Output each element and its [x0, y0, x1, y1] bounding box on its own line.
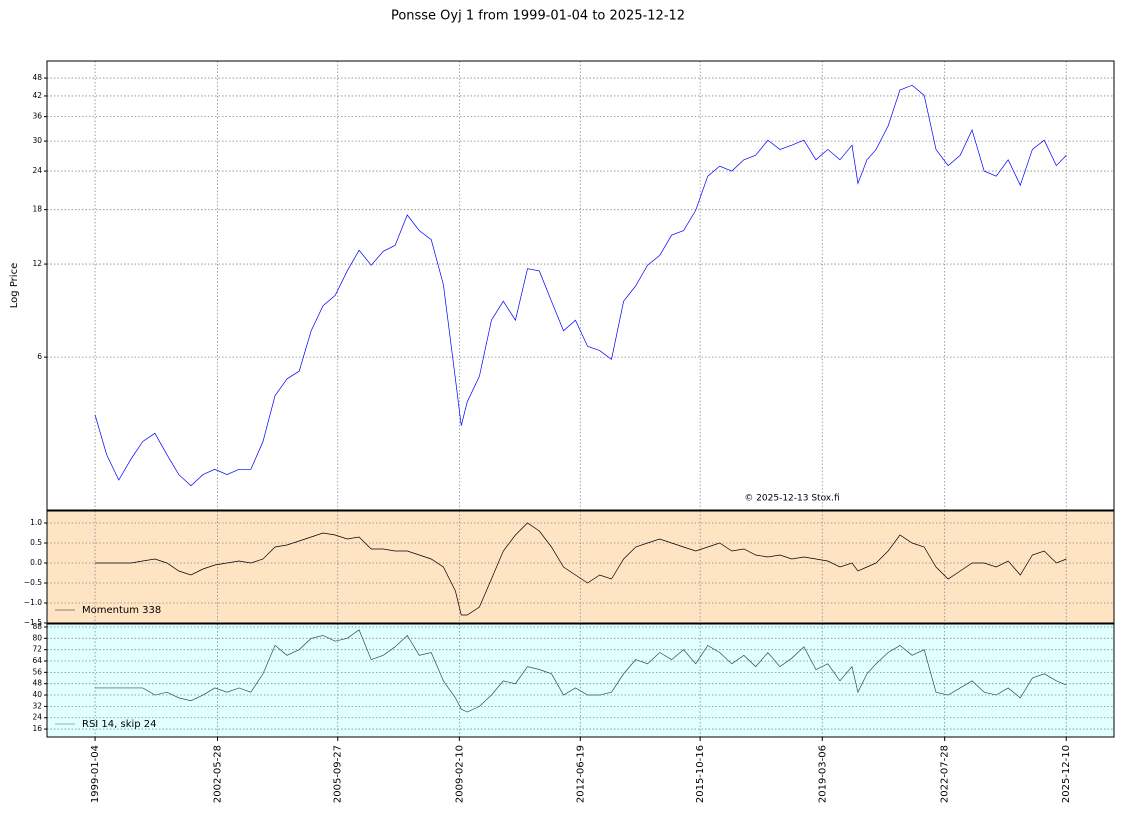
- y-tick-label: 80: [32, 633, 42, 642]
- chart-title: Ponsse Oyj 1 from 1999-01-04 to 2025-12-…: [391, 9, 685, 24]
- y-tick-label: 56: [32, 667, 42, 676]
- y-tick-label: 36: [32, 112, 42, 121]
- x-tick-label: 2015-10-16: [695, 745, 706, 803]
- y-tick-label: −0.5: [24, 578, 42, 587]
- y-tick-label: 6: [37, 352, 42, 361]
- y-tick-label: 0.5: [30, 538, 42, 547]
- y-tick-label: 64: [32, 656, 42, 665]
- y-tick-label: 18: [32, 205, 42, 214]
- panel-frame: [46, 623, 1115, 738]
- y-tick-label: 48: [32, 73, 42, 82]
- y-tick-label: 30: [32, 136, 42, 145]
- x-tick-label: 2022-07-28: [940, 745, 951, 803]
- y-tick-label: 24: [32, 166, 42, 175]
- panel-frame: [46, 60, 1115, 511]
- panel-frame: [46, 510, 1115, 624]
- y-tick-label: 88: [32, 622, 42, 631]
- x-tick-label: 2019-03-06: [817, 745, 828, 803]
- x-tick-label: 2009-02-10: [454, 745, 465, 803]
- annotation: © 2025-12-13 Stox.fi: [744, 494, 839, 504]
- series-line: [95, 522, 1067, 616]
- x-tick-label: 2005-09-27: [333, 745, 344, 803]
- x-tick-label: 1999-01-04: [90, 745, 101, 803]
- y-tick-label: 24: [32, 713, 42, 722]
- y-tick-label: 48: [32, 679, 42, 688]
- y-tick-label: −1.0: [24, 598, 42, 607]
- y-tick-label: 32: [32, 701, 42, 710]
- legend-label: RSI 14, skip 24: [82, 719, 157, 730]
- x-tick-label: 2012-06-19: [575, 745, 586, 803]
- y-tick-label: 40: [32, 690, 42, 699]
- y-axis-label: Log Price: [9, 263, 20, 308]
- y-tick-label: 12: [32, 259, 42, 268]
- y-tick-label: 1.0: [30, 518, 42, 527]
- y-tick-label: 42: [32, 91, 42, 100]
- x-tick-label: 2025-12-10: [1061, 745, 1072, 803]
- series-line: [94, 84, 1067, 487]
- y-tick-label: −1.5: [24, 618, 42, 627]
- y-tick-label: 72: [32, 645, 42, 654]
- x-tick-label: 2002-05-28: [212, 745, 223, 803]
- y-tick-label: 16: [32, 724, 42, 733]
- y-tick-label: 0.0: [30, 558, 42, 567]
- legend-label: Momentum 338: [82, 605, 161, 616]
- series-line: [95, 629, 1067, 713]
